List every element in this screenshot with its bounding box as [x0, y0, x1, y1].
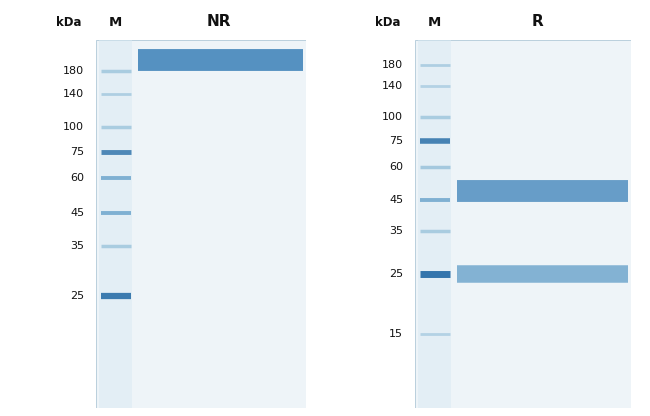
- Text: 100: 100: [63, 121, 84, 131]
- Text: 35: 35: [70, 241, 84, 251]
- Text: M: M: [109, 16, 122, 29]
- Text: 25: 25: [389, 269, 403, 279]
- Text: 35: 35: [389, 226, 403, 236]
- Text: 75: 75: [70, 147, 84, 157]
- Text: 180: 180: [63, 67, 84, 77]
- Text: 75: 75: [389, 136, 403, 146]
- Bar: [99, 40, 132, 408]
- Text: kDa: kDa: [56, 16, 81, 29]
- Bar: [418, 40, 451, 408]
- Text: 100: 100: [382, 112, 403, 122]
- Text: 140: 140: [63, 89, 84, 99]
- Text: NR: NR: [207, 14, 231, 29]
- Text: R: R: [532, 14, 543, 29]
- Bar: [415, 40, 630, 408]
- Text: 25: 25: [70, 291, 84, 301]
- Text: M: M: [428, 16, 441, 29]
- Text: 180: 180: [382, 60, 403, 70]
- Text: 60: 60: [389, 162, 403, 172]
- Text: 140: 140: [382, 81, 403, 91]
- Text: kDa: kDa: [375, 16, 400, 29]
- Text: 15: 15: [389, 329, 403, 339]
- Bar: [96, 40, 306, 408]
- Text: 60: 60: [70, 173, 84, 183]
- Text: 45: 45: [70, 208, 84, 218]
- Text: 45: 45: [389, 195, 403, 205]
